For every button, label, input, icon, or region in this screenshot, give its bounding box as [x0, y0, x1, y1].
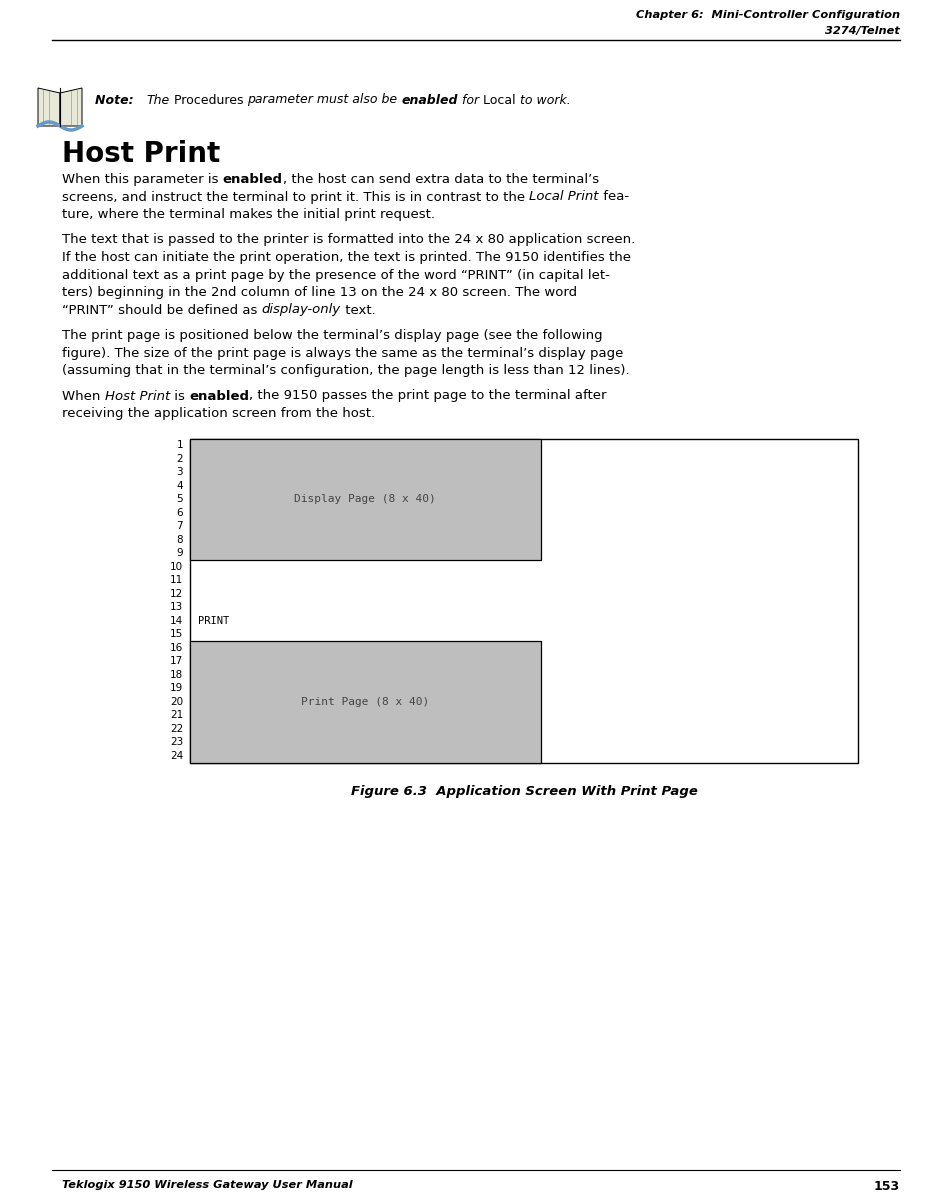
Text: to work.: to work. [516, 93, 571, 107]
Text: 21: 21 [170, 710, 183, 720]
Text: Teklogix 9150 Wireless Gateway User Manual: Teklogix 9150 Wireless Gateway User Manu… [62, 1180, 352, 1190]
Text: Procedures: Procedures [170, 93, 247, 107]
Text: , the host can send extra data to the terminal’s: , the host can send extra data to the te… [283, 173, 599, 186]
Text: Host Print: Host Print [104, 389, 170, 403]
Text: 19: 19 [170, 683, 183, 694]
Text: 153: 153 [874, 1180, 900, 1193]
Text: 2: 2 [177, 454, 183, 464]
Text: 12: 12 [170, 588, 183, 599]
Text: parameter must also be: parameter must also be [247, 93, 402, 107]
Text: is: is [170, 389, 189, 403]
Polygon shape [60, 87, 82, 126]
Text: 24: 24 [170, 751, 183, 761]
Text: fea-: fea- [599, 190, 629, 204]
Text: receiving the application screen from the host.: receiving the application screen from th… [62, 407, 375, 420]
Text: 22: 22 [170, 724, 183, 733]
Text: Host Print: Host Print [62, 140, 220, 168]
Text: Figure 6.3  Application Screen With Print Page: Figure 6.3 Application Screen With Print… [351, 785, 698, 798]
Text: 9: 9 [177, 549, 183, 558]
Text: Chapter 6:  Mini-Controller Configuration: Chapter 6: Mini-Controller Configuration [636, 10, 900, 20]
Text: enabled: enabled [402, 93, 458, 107]
Text: additional text as a print page by the presence of the word “PRINT” (in capital : additional text as a print page by the p… [62, 268, 610, 282]
Text: The: The [147, 93, 170, 107]
Text: When this parameter is: When this parameter is [62, 173, 223, 186]
Text: Print Page (8 x 40): Print Page (8 x 40) [301, 697, 430, 707]
Text: display-only: display-only [261, 303, 340, 316]
Text: 11: 11 [170, 575, 183, 586]
Text: ters) beginning in the 2nd column of line 13 on the 24 x 80 screen. The word: ters) beginning in the 2nd column of lin… [62, 286, 578, 300]
Text: Local: Local [479, 93, 516, 107]
Text: 3274/Telnet: 3274/Telnet [825, 26, 900, 36]
Text: 1: 1 [177, 440, 183, 450]
Text: figure). The size of the print page is always the same as the terminal’s display: figure). The size of the print page is a… [62, 346, 623, 359]
Text: ture, where the terminal makes the initial print request.: ture, where the terminal makes the initi… [62, 208, 435, 220]
Text: Note:: Note: [95, 93, 147, 107]
Text: The text that is passed to the printer is formatted into the 24 x 80 application: The text that is passed to the printer i… [62, 234, 635, 247]
Text: 4: 4 [177, 480, 183, 491]
Text: “PRINT” should be defined as: “PRINT” should be defined as [62, 303, 261, 316]
Text: 23: 23 [170, 737, 183, 748]
Text: (assuming that in the terminal’s configuration, the page length is less than 12 : (assuming that in the terminal’s configu… [62, 364, 630, 377]
Text: for: for [458, 93, 479, 107]
Text: 8: 8 [177, 534, 183, 545]
Text: 15: 15 [170, 629, 183, 640]
Text: 14: 14 [170, 616, 183, 625]
Text: 3: 3 [177, 467, 183, 477]
Text: enabled: enabled [223, 173, 283, 186]
Text: 17: 17 [170, 657, 183, 666]
Text: 7: 7 [177, 521, 183, 531]
Text: 6: 6 [177, 508, 183, 518]
Text: Local Print: Local Print [529, 190, 599, 204]
Text: PRINT: PRINT [198, 616, 230, 625]
Text: 20: 20 [170, 697, 183, 707]
Text: Display Page (8 x 40): Display Page (8 x 40) [295, 495, 436, 504]
Polygon shape [38, 87, 60, 126]
Bar [190, 438, 540, 559]
Text: If the host can initiate the print operation, the text is printed. The 9150 iden: If the host can initiate the print opera… [62, 252, 631, 264]
Text: 13: 13 [170, 603, 183, 612]
Text: 5: 5 [177, 495, 183, 504]
Bar [190, 438, 858, 762]
Text: screens, and instruct the terminal to print it. This is in contrast to the: screens, and instruct the terminal to pr… [62, 190, 529, 204]
Text: text.: text. [340, 303, 376, 316]
Text: 18: 18 [170, 670, 183, 679]
Text: , the 9150 passes the print page to the terminal after: , the 9150 passes the print page to the … [249, 389, 606, 403]
Bar [190, 641, 540, 762]
Text: When: When [62, 389, 104, 403]
Text: enabled: enabled [189, 389, 249, 403]
Text: The print page is positioned below the terminal’s display page (see the followin: The print page is positioned below the t… [62, 329, 603, 341]
Text: 10: 10 [170, 562, 183, 571]
Text: 16: 16 [170, 643, 183, 653]
